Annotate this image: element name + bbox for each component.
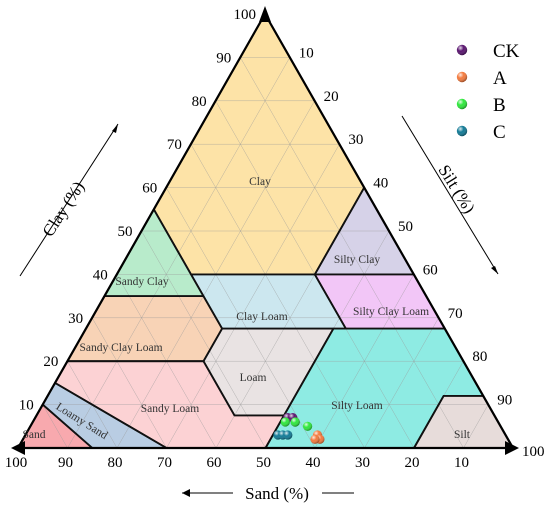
zone-label-silty-clay: Silty Clay <box>334 254 381 266</box>
silt-tick-label: 60 <box>423 262 438 278</box>
zone-loam <box>203 328 334 416</box>
legend-item-b: B <box>456 95 506 116</box>
point-c <box>283 430 293 440</box>
legend-item-ck: CK <box>456 41 520 62</box>
point-b <box>303 421 313 431</box>
clay-tick-label: 60 <box>142 181 157 197</box>
sand-tick-label: 60 <box>207 455 222 471</box>
clay-axis-arrow <box>19 123 119 277</box>
sand-tick-label: 50 <box>256 455 271 471</box>
silt-tick-label: 100 <box>522 444 545 460</box>
silt-axis-title: Silt (%) <box>401 115 499 275</box>
sand-tick-label: 20 <box>405 455 420 471</box>
silt-tick-label: 10 <box>299 45 314 61</box>
triangle-outline <box>11 6 519 455</box>
clay-tick-label: 40 <box>93 267 108 283</box>
zone-label-clay: Clay <box>249 176 271 188</box>
clay-axis-label: Clay (%) <box>39 178 89 240</box>
grid-line-silt <box>463 404 489 449</box>
clay-tick-label: 20 <box>43 354 58 370</box>
silt-tick-label: 70 <box>448 306 463 322</box>
zone-label-sand: Sand <box>23 429 46 441</box>
grid-line-sand <box>240 57 464 449</box>
apex-arrowhead <box>259 6 271 22</box>
grid-line-sand <box>91 317 167 449</box>
triangle-border <box>16 12 515 450</box>
silt-tick-label: 40 <box>373 176 388 192</box>
sand-tick-label: 10 <box>454 455 469 471</box>
grid-line-silt <box>166 144 340 449</box>
zone-silt <box>414 395 513 448</box>
point-a <box>310 434 320 444</box>
legend-label: A <box>493 68 507 89</box>
point-b <box>280 417 290 427</box>
silt-axis-arrowhead <box>491 266 498 274</box>
legend-item-c: C <box>456 122 506 143</box>
legend-label: C <box>493 122 506 143</box>
left-arrowhead <box>11 441 25 455</box>
zone-label-silty-clay-loam: Silty Clay Loam <box>353 306 429 318</box>
data-points <box>273 413 325 444</box>
grid-line-sand <box>141 230 266 449</box>
clay-tick-label: 30 <box>68 311 83 327</box>
zone-silty-loam <box>265 328 484 448</box>
silt-tick-label: 80 <box>472 349 487 365</box>
clay-tick-label: 70 <box>167 137 182 153</box>
legend-label: CK <box>493 41 520 62</box>
silt-tick-label: 90 <box>497 393 512 409</box>
sand-tick-label: 100 <box>5 455 28 471</box>
grid-line-silt <box>314 274 415 449</box>
zone-loamy-sand <box>42 382 167 448</box>
clay-tick-label: 10 <box>19 398 34 414</box>
sand-tick-label: 80 <box>108 455 123 471</box>
legend-label: B <box>493 95 506 116</box>
sand-tick-label: 90 <box>58 455 73 471</box>
right-arrowhead <box>505 441 519 455</box>
grid-line-sand <box>190 144 365 449</box>
zone-label-sandy-clay-loam: Sandy Clay Loam <box>79 342 162 354</box>
clay-tick-label: 50 <box>118 224 133 240</box>
silt-axis-arrow <box>401 115 499 275</box>
grid-line-silt <box>364 317 439 449</box>
grid-line-sand <box>42 404 68 449</box>
zone-label-silt: Silt <box>454 429 471 441</box>
tick-labels: 10 20 30 40 50 60 70 80 90 100 10 20 30 40 50 60 70 80 90 1… <box>5 7 545 471</box>
silt-axis-label: Silt (%) <box>434 161 478 216</box>
sand-axis-label: Sand (%) <box>245 484 309 503</box>
zone-sandy-clay-loam <box>67 296 223 362</box>
zone-label-clay-loam: Clay Loam <box>236 311 287 323</box>
sand-tick-label: 30 <box>355 455 370 471</box>
zone-label-sandy-clay: Sandy Clay <box>115 276 169 288</box>
zone-label-loam: Loam <box>240 372 267 384</box>
silt-tick-label: 50 <box>398 219 413 235</box>
clay-axis-title: Clay (%) <box>19 123 119 277</box>
sand-axis-title: Sand (%) <box>182 484 354 503</box>
zone-label-sandy-loam: Sandy Loam <box>141 403 200 415</box>
point-b <box>290 417 300 427</box>
legend: CK ABC <box>456 41 520 143</box>
clay-axis-arrowhead <box>112 124 118 133</box>
silt-tick-label: 30 <box>348 132 363 148</box>
sand-tick-label: 40 <box>306 455 321 471</box>
silt-tick-label: 20 <box>324 89 339 105</box>
clay-tick-label: 100 <box>234 7 257 23</box>
legend-item-a: A <box>456 68 507 89</box>
clay-tick-label: 90 <box>216 50 231 66</box>
sand-axis-arrowhead <box>182 489 190 497</box>
clay-tick-label: 80 <box>192 94 207 110</box>
zone-label-silty-loam: Silty Loam <box>331 400 382 412</box>
sand-tick-label: 70 <box>157 455 172 471</box>
